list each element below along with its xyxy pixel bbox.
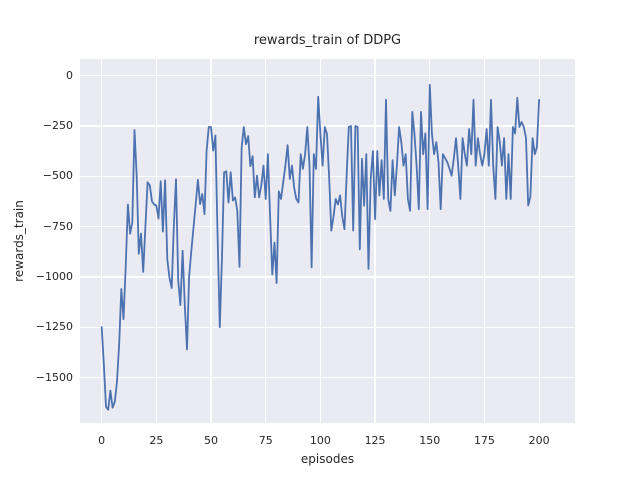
y-tick-label: −1000 xyxy=(35,269,73,283)
x-tick-label: 125 xyxy=(364,434,386,447)
x-tick-label: 200 xyxy=(528,434,550,447)
gridline-y xyxy=(80,276,575,278)
y-tick-label: 0 xyxy=(66,68,73,82)
x-tick-label: 75 xyxy=(258,434,273,447)
x-tick-label: 25 xyxy=(149,434,164,447)
x-tick-label: 0 xyxy=(98,434,106,447)
gridline-x xyxy=(210,59,212,423)
gridline-y xyxy=(80,376,575,379)
y-axis-label: rewards_train xyxy=(12,200,26,282)
gridline-y xyxy=(80,326,575,328)
plot-area xyxy=(80,59,575,423)
y-tick-label: −500 xyxy=(42,169,73,183)
gridline-x xyxy=(429,59,431,423)
x-tick-label: 175 xyxy=(473,434,495,447)
gridline-x xyxy=(483,59,486,423)
gridline-y xyxy=(80,75,575,77)
gridline-y xyxy=(80,175,575,177)
gridline-x xyxy=(538,59,540,423)
x-tick-label: 50 xyxy=(204,434,219,447)
y-tick-label: −1250 xyxy=(35,320,73,334)
gridline-x xyxy=(155,59,157,423)
gridline-x xyxy=(374,59,376,423)
x-axis-label: episodes xyxy=(300,452,355,466)
gridline-x xyxy=(101,59,103,423)
y-tick-label: −750 xyxy=(42,219,73,233)
gridline-x xyxy=(319,59,321,423)
x-tick-label: 150 xyxy=(419,434,441,447)
x-tick-label: 100 xyxy=(309,434,331,447)
y-tick-label: −1500 xyxy=(35,370,73,384)
y-tick-label: −250 xyxy=(42,119,73,132)
gridline-y xyxy=(80,226,575,228)
gridline-x xyxy=(265,59,267,423)
chart-title: rewards_train of DDPG xyxy=(253,33,402,48)
gridline-y xyxy=(80,125,575,127)
